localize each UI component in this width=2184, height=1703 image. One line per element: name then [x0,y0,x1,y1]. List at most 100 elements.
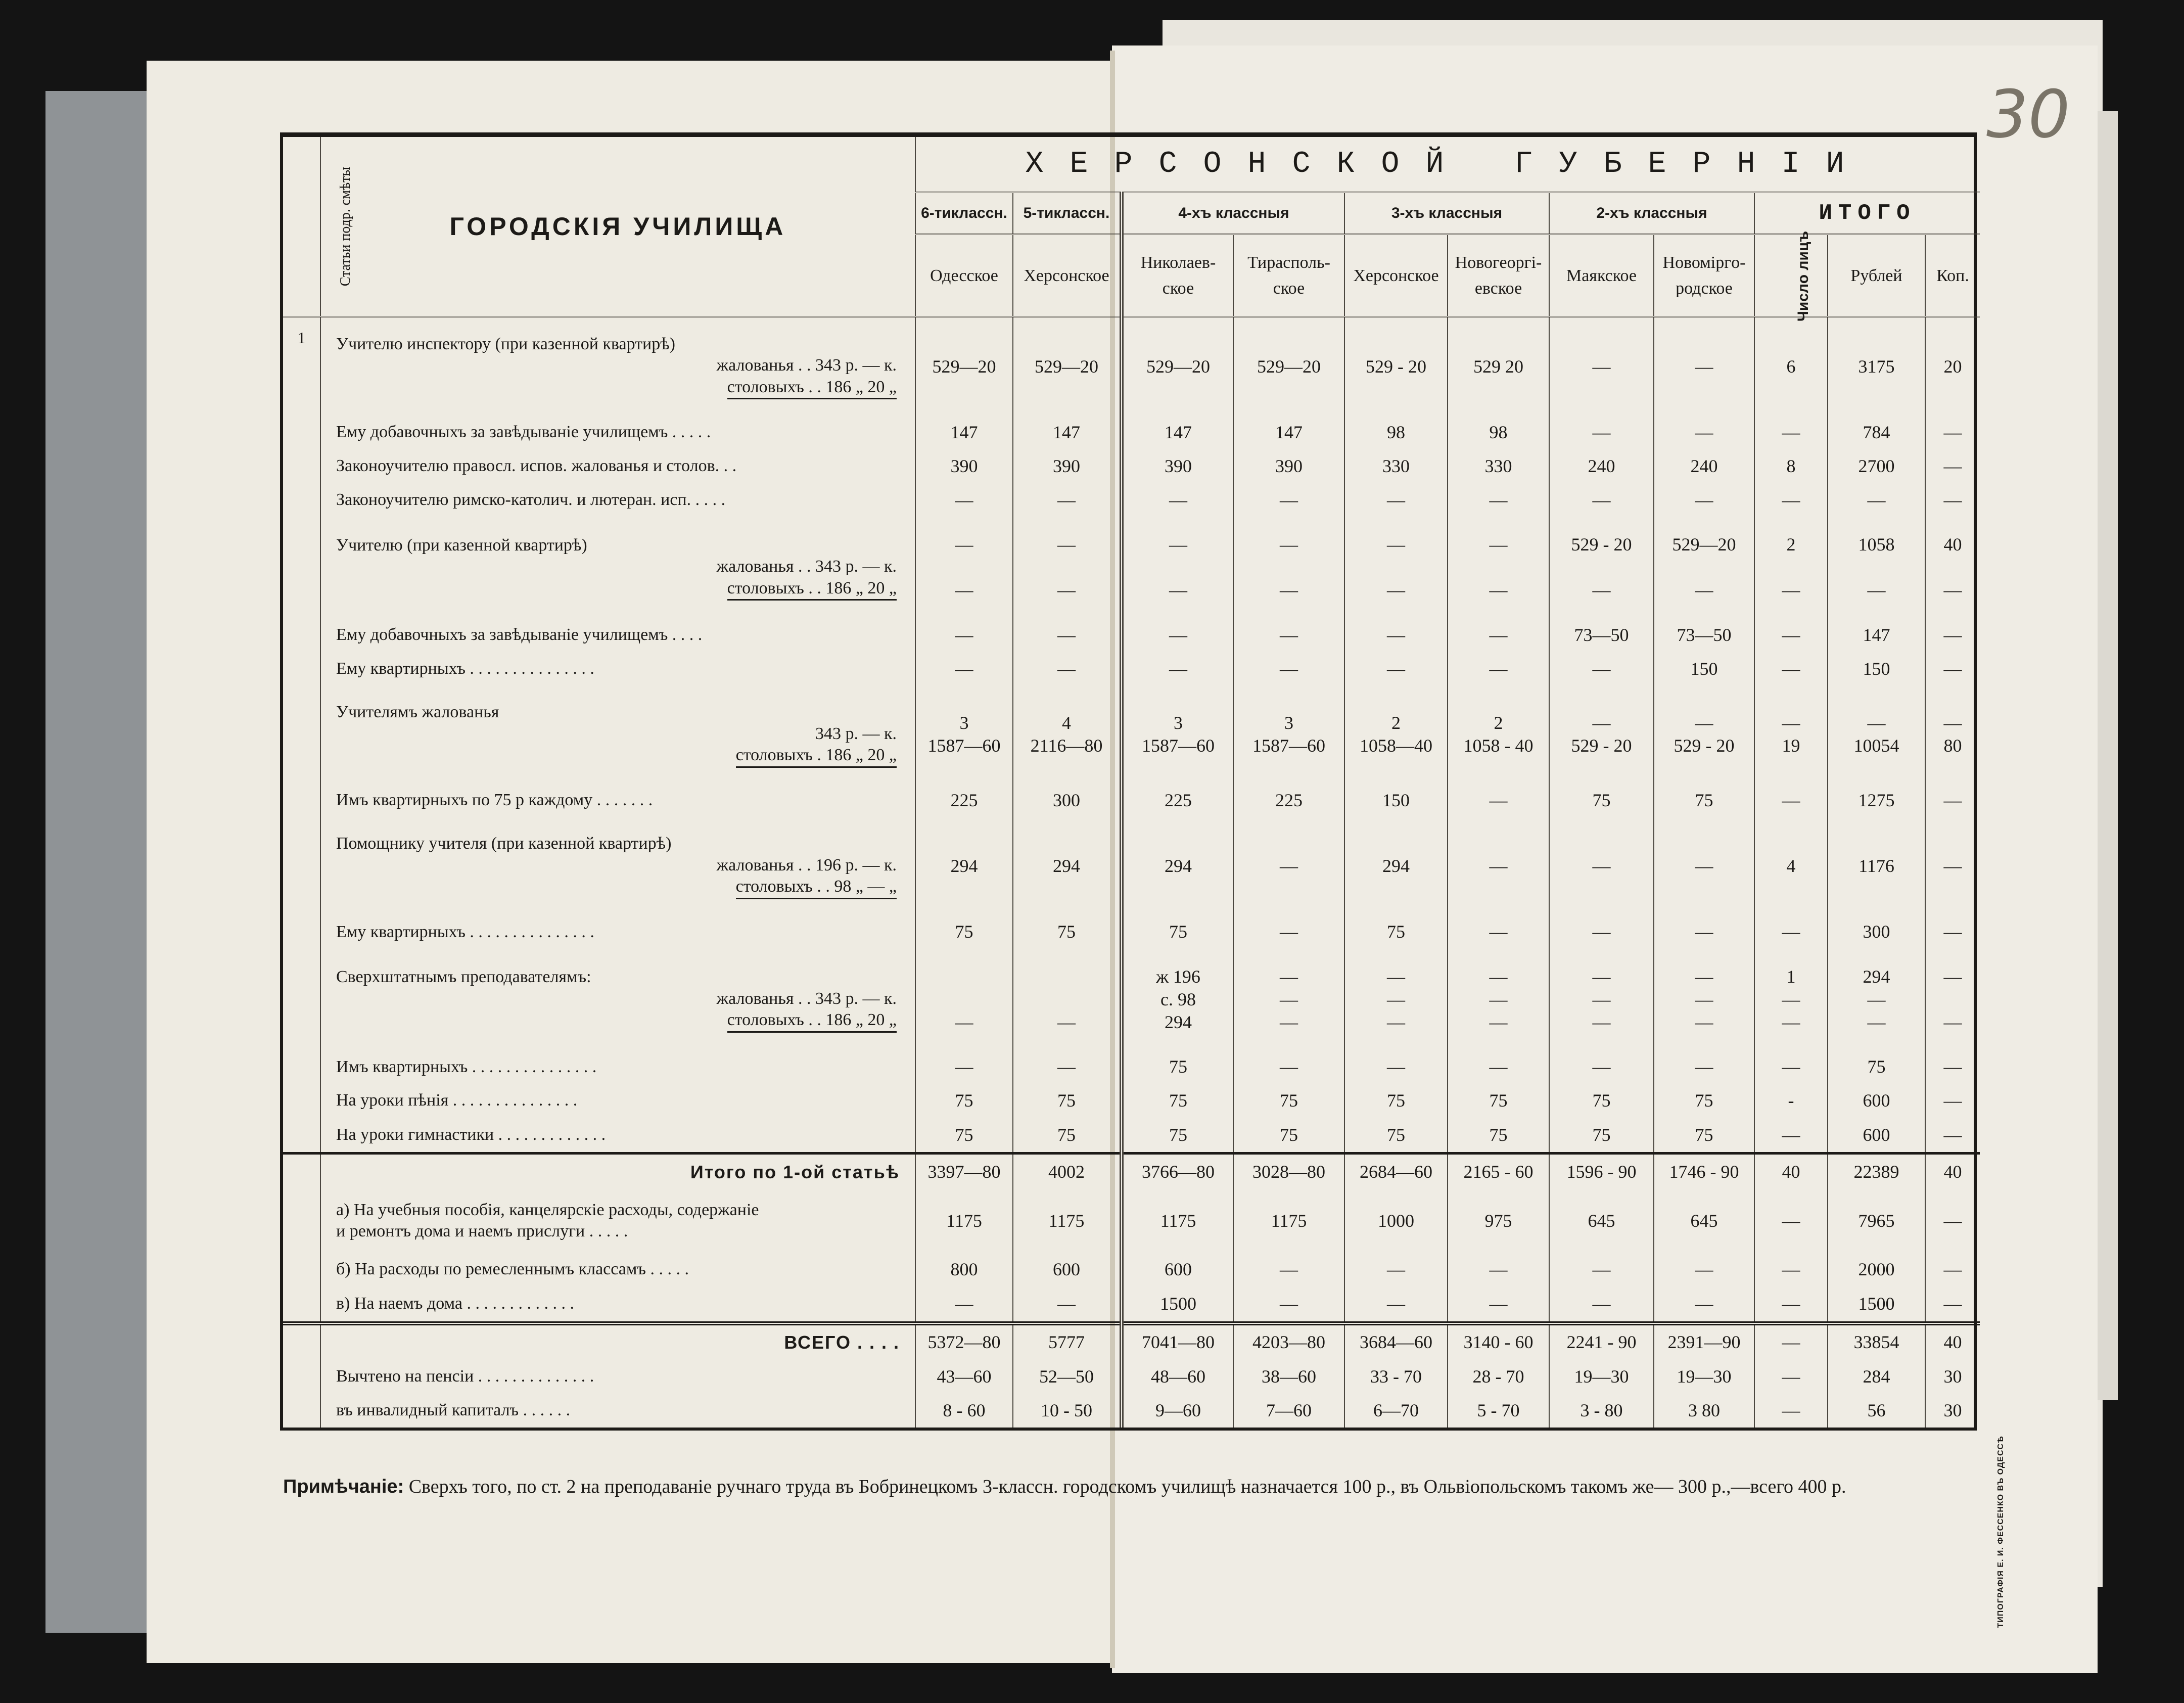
cell-value: 75 [1120,1050,1233,1084]
cell-value: 75 [1447,1084,1549,1118]
article-number [283,1286,320,1323]
cell-value: — [1447,483,1549,517]
cell-value: 98 [1344,416,1448,450]
cell-value: — — [1447,517,1549,618]
cell-value: — — — [1447,949,1549,1050]
article-number [283,1189,320,1253]
cell-value: 150 [1344,784,1448,817]
cell-value: 75 [1120,1084,1233,1118]
row-label-text: Учителю (при казенной квартирѣ) [336,535,587,555]
cell-value: — [1653,817,1754,915]
row-label-text: а) На учебныя пособія, канцелярскіе расх… [336,1200,759,1241]
cell-value: — [1754,915,1828,949]
table-row: Итого по 1-ой статьѣ 3397—80 4002 3766—80 30… [283,1152,1980,1189]
cell-value: 2391—90 [1653,1321,1754,1360]
row-sub-label: жалованья . . 196 р. — к. [716,855,897,874]
cell-value: — — — [1653,949,1754,1050]
table-title: ГОРОДСКІЯ УЧИЛИЩА [320,137,915,317]
cell-value: 529—20 [1233,316,1344,416]
cell-value: — [1924,416,1980,450]
cell-value: 3028—80 [1233,1152,1344,1189]
table-row: Законоучителю римско-католич. и лютеран.… [283,483,1980,517]
article-number [283,1360,320,1394]
cell-value: 390 [1120,449,1233,483]
cell-value: — [1120,652,1233,686]
cell-value: 225 [1233,784,1344,817]
cell-value: 33854 [1827,1321,1925,1360]
cell-value: 9—60 [1120,1394,1233,1428]
cell-value: 225 [1120,784,1233,817]
cell-value: 20 [1924,316,1980,416]
column-header: Маякское [1549,234,1654,317]
cell-value: — [1012,1286,1122,1323]
row-sub-label: столовыхъ . . 186 „ 20 „ [727,377,897,400]
cell-value: — [915,652,1013,686]
cell-value: — [1653,1286,1754,1323]
cell-value: 800 [915,1253,1013,1286]
cell-value: 98 [1447,416,1549,450]
cell-value: — [1447,618,1549,652]
table-row: Учителямъ жалованья 343 р. — к. столовыхъ … [283,685,1980,784]
cell-value: 75 [1120,1118,1233,1154]
cell-value: 43—60 [915,1360,1013,1394]
cell-value: 48—60 [1120,1360,1233,1394]
cell-value: 33 - 70 [1344,1360,1448,1394]
cell-value: — 529 - 20 [1653,685,1754,784]
cell-value: 330 [1447,449,1549,483]
cell-value: 3684—60 [1344,1321,1448,1360]
cell-value: 52—50 [1012,1360,1122,1394]
cell-value: — [1924,915,1980,949]
column-header-label: Число лицъ [1795,231,1812,321]
table-row: На уроки пѣнія . . . . . . . . . . . . .… [283,1084,1980,1118]
cell-value: — 80 [1924,685,1980,784]
cell-value: 7041—80 [1120,1321,1233,1360]
article-number [283,1084,320,1118]
cell-value: 2700 [1827,449,1925,483]
cell-value: — [1233,817,1344,915]
cell-value: — — — [1233,949,1344,1050]
cell-value: 75 [1549,1118,1654,1154]
cell-value: 294 [1012,817,1122,915]
cell-value: — [915,618,1013,652]
article-number [283,449,320,483]
table-row: Имъ квартирныхъ по 75 р каждому . . . . … [283,784,1980,817]
cell-value: — [1653,483,1754,517]
row-label: На уроки пѣнія . . . . . . . . . . . . .… [320,1084,915,1118]
cell-value: 1175 [1120,1189,1233,1253]
cell-value: — [1754,1360,1828,1394]
column-header: Коп. [1924,234,1980,317]
cell-value: 1275 [1827,784,1925,817]
column-header: Рублей [1827,234,1925,317]
row-label-text: б) На расходы по ремесленнымъ классамъ .… [336,1260,689,1279]
cell-value: — [1233,1253,1344,1286]
row-label-text: Законоучителю римско-католич. и лютеран.… [336,490,726,510]
cell-value: — [1447,817,1549,915]
cell-value: — — [915,517,1013,618]
cell-value: 3 1587—60 [915,685,1013,784]
row-label-text: Сверхштатнымъ преподавателямъ: [336,968,591,987]
group-4-class: 4-хъ классныя [1120,192,1344,235]
row-sub-label: жалованья . . 343 р. — к. [716,989,897,1008]
column-header: Николаев- ское [1120,234,1233,317]
cell-value: — [1924,449,1980,483]
cell-value: — [1447,652,1549,686]
cell-value: — [1233,483,1344,517]
articles-column-header: Статьи подр. смѣты [283,137,353,317]
cell-value: 147 [915,416,1013,450]
table-row: Имъ квартирныхъ . . . . . . . . . . . . … [283,1050,1980,1084]
cell-value: 600 [1827,1084,1925,1118]
cell-value: — [915,1286,1013,1323]
cell-value: — [915,1050,1013,1084]
cell-value: 1175 [915,1189,1013,1253]
cell-value: 10 - 50 [1012,1394,1122,1428]
table-row: Сверхштатнымъ преподавателямъ: жалованья … [283,949,1980,1050]
cell-value: 4 2116—80 [1012,685,1122,784]
cell-value: — [1344,1286,1448,1323]
row-sub-label: столовыхъ . . 98 „ — „ [735,876,897,899]
cell-value: 2 — [1754,517,1828,618]
cell-value: — [1549,316,1654,416]
row-label-text: Вычтено на пенсіи . . . . . . . . . . . … [336,1367,594,1386]
cell-value: 1500 [1827,1286,1925,1323]
cell-value: 225 [915,784,1013,817]
article-number [283,1321,320,1360]
